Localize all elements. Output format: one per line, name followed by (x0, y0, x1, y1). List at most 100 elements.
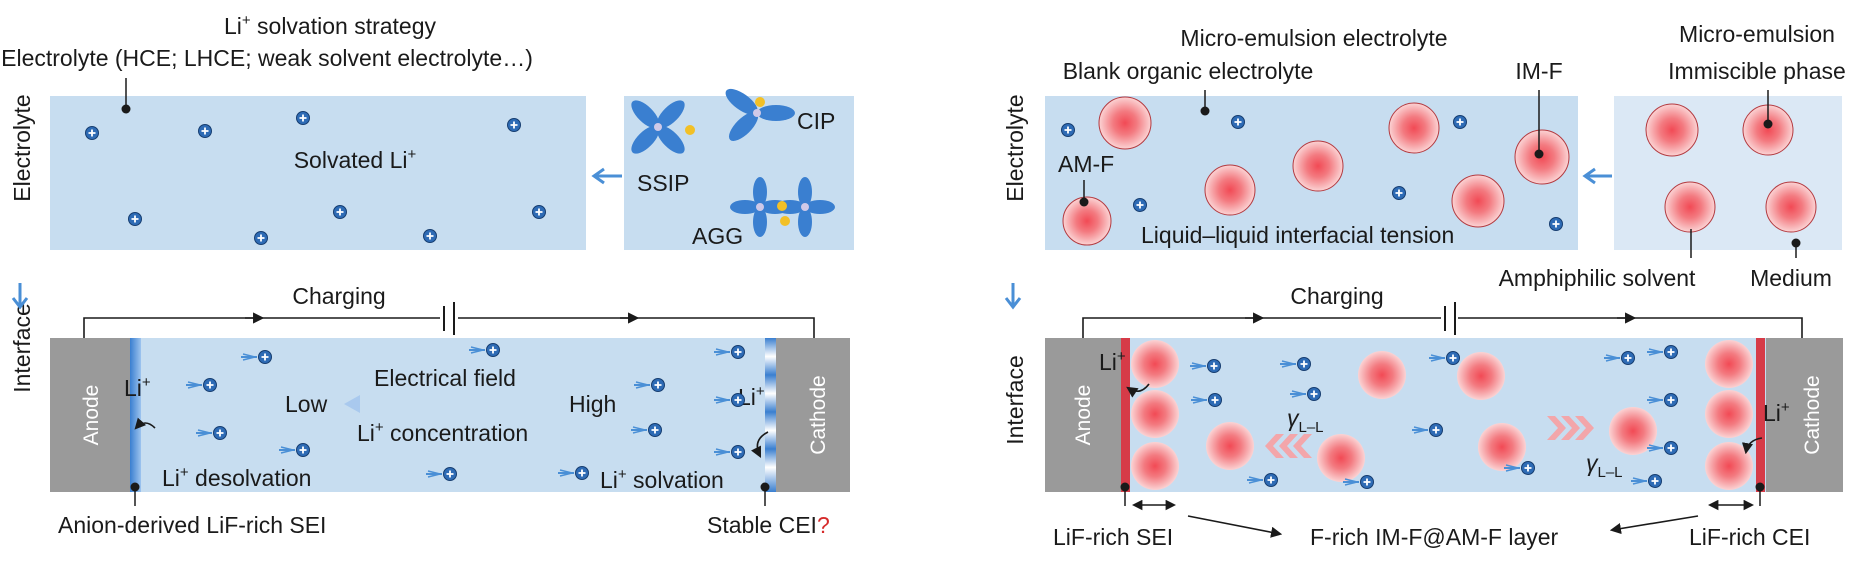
solvent-petal (805, 200, 835, 214)
left-charging-label: Charging (292, 283, 385, 309)
solvent-petal (656, 125, 685, 154)
li-ion (198, 124, 212, 138)
field-arrow-head (344, 395, 360, 413)
me-title: Micro-emulsion (1679, 21, 1835, 47)
li-ion (486, 343, 500, 357)
solvent-petal (798, 207, 812, 237)
solvent-petal (725, 88, 758, 115)
li-ion (213, 426, 227, 440)
right-sei-label: LiF-rich SEI (1053, 524, 1173, 550)
droplet (1451, 174, 1505, 228)
layer-label: F-rich IM-F@AM-F layer (1310, 524, 1559, 550)
right-cei-layer (1756, 338, 1765, 492)
right-feed-arrow (1582, 167, 1612, 185)
moving-li-ion (1429, 351, 1460, 365)
moving-li-ion (1247, 473, 1278, 487)
moving-li-ion (1412, 423, 1443, 437)
moving-li-ion (1647, 441, 1678, 455)
li-ion (1264, 473, 1278, 487)
li-ion (1307, 387, 1321, 401)
droplet (1664, 181, 1716, 233)
right-moving-ions (1190, 345, 1678, 489)
droplet (1705, 390, 1753, 438)
li-center (801, 203, 809, 211)
left-side-interface: Interface (9, 303, 35, 393)
moving-li-ion (1343, 475, 1374, 489)
amf-label: AM-F (1058, 151, 1114, 177)
ssip-structure (631, 100, 695, 154)
imf-label: IM-F (1515, 58, 1562, 84)
electrolyte-strategy-label: Electrolyte (HCE; LHCE; weak solvent ele… (1, 45, 533, 71)
droplet (1705, 340, 1753, 388)
li-ion (648, 423, 662, 437)
droplet (1131, 340, 1179, 388)
li-ion (1207, 359, 1221, 373)
li-ion (203, 378, 217, 392)
anion (755, 97, 765, 107)
cip-structure (725, 88, 795, 142)
left-anode-curve-arrow (134, 417, 156, 430)
imf-pointer-dot (1534, 149, 1544, 159)
solvent-petal (656, 100, 685, 129)
li-ion (1297, 357, 1311, 371)
agg-structure (730, 177, 835, 237)
left-circuit-wire (83, 317, 815, 338)
solvated-li-label: Solvated Li+ (294, 146, 417, 173)
moving-li-ion (186, 378, 217, 392)
blank-pointer-dot (1200, 106, 1210, 116)
solvent-petal (798, 177, 812, 207)
left-side-electrolyte: Electrolyte (9, 94, 35, 201)
right-ions-electrolyte (1061, 115, 1563, 231)
solvent-petal (753, 177, 767, 207)
right-circuit-wire (1082, 317, 1803, 338)
solvent-petal (730, 200, 760, 214)
right-side-interface: Interface (1002, 355, 1028, 445)
li-ion (1061, 123, 1075, 137)
electrical-field-label: Electrical field (374, 365, 516, 391)
tension-label: Liquid–liquid interfacial tension (1141, 222, 1454, 248)
left-pointer-dot (121, 104, 131, 114)
gamma-right: γL–L (1586, 450, 1623, 481)
li-ion (1664, 345, 1678, 359)
amf-pointer-dot (1079, 197, 1089, 207)
solvent-petal (728, 111, 759, 142)
li-ion (1664, 393, 1678, 407)
droplet (1705, 442, 1753, 490)
sei-label: Anion-derived LiF-rich SEI (58, 512, 326, 538)
li-ion (1549, 217, 1563, 231)
blank-electrolyte-label: Blank organic electrolyte (1063, 58, 1314, 84)
moving-li-ion (1290, 387, 1321, 401)
droplet (1131, 390, 1179, 438)
solvent-petal (631, 100, 660, 129)
droplet (1358, 351, 1406, 399)
li-ion (1446, 351, 1460, 365)
li-ion (85, 126, 99, 140)
anion (777, 201, 787, 211)
right-side-electrolyte: Electrolyte (1002, 94, 1028, 201)
li-ion (731, 345, 745, 359)
amphiphilic-label: Amphiphilic solvent (1499, 265, 1696, 291)
right-down-arrow (1004, 283, 1022, 310)
li-ion (333, 205, 347, 219)
droplet (1062, 196, 1112, 246)
ssip-label: SSIP (637, 170, 689, 196)
left-panel: Li+ solvation strategy Electrolyte (HCE;… (1, 12, 854, 538)
moving-li-ion (279, 443, 310, 457)
li-ion (128, 212, 142, 226)
li-ion (1521, 461, 1535, 475)
li-ion (507, 118, 521, 132)
moving-li-ion (1191, 393, 1222, 407)
li-ion (651, 378, 665, 392)
li-ion (1208, 393, 1222, 407)
droplet (1388, 102, 1440, 154)
moving-li-ion (634, 378, 665, 392)
droplet (1457, 352, 1505, 400)
left-feed-arrow (591, 167, 622, 185)
moving-li-ion (714, 345, 745, 359)
moving-li-ion (1190, 359, 1221, 373)
left-cathode (776, 338, 850, 492)
cei-pointer-dot (760, 482, 770, 492)
right-droplets-interface (1131, 340, 1753, 490)
gamma-left: γL–L (1287, 405, 1324, 436)
